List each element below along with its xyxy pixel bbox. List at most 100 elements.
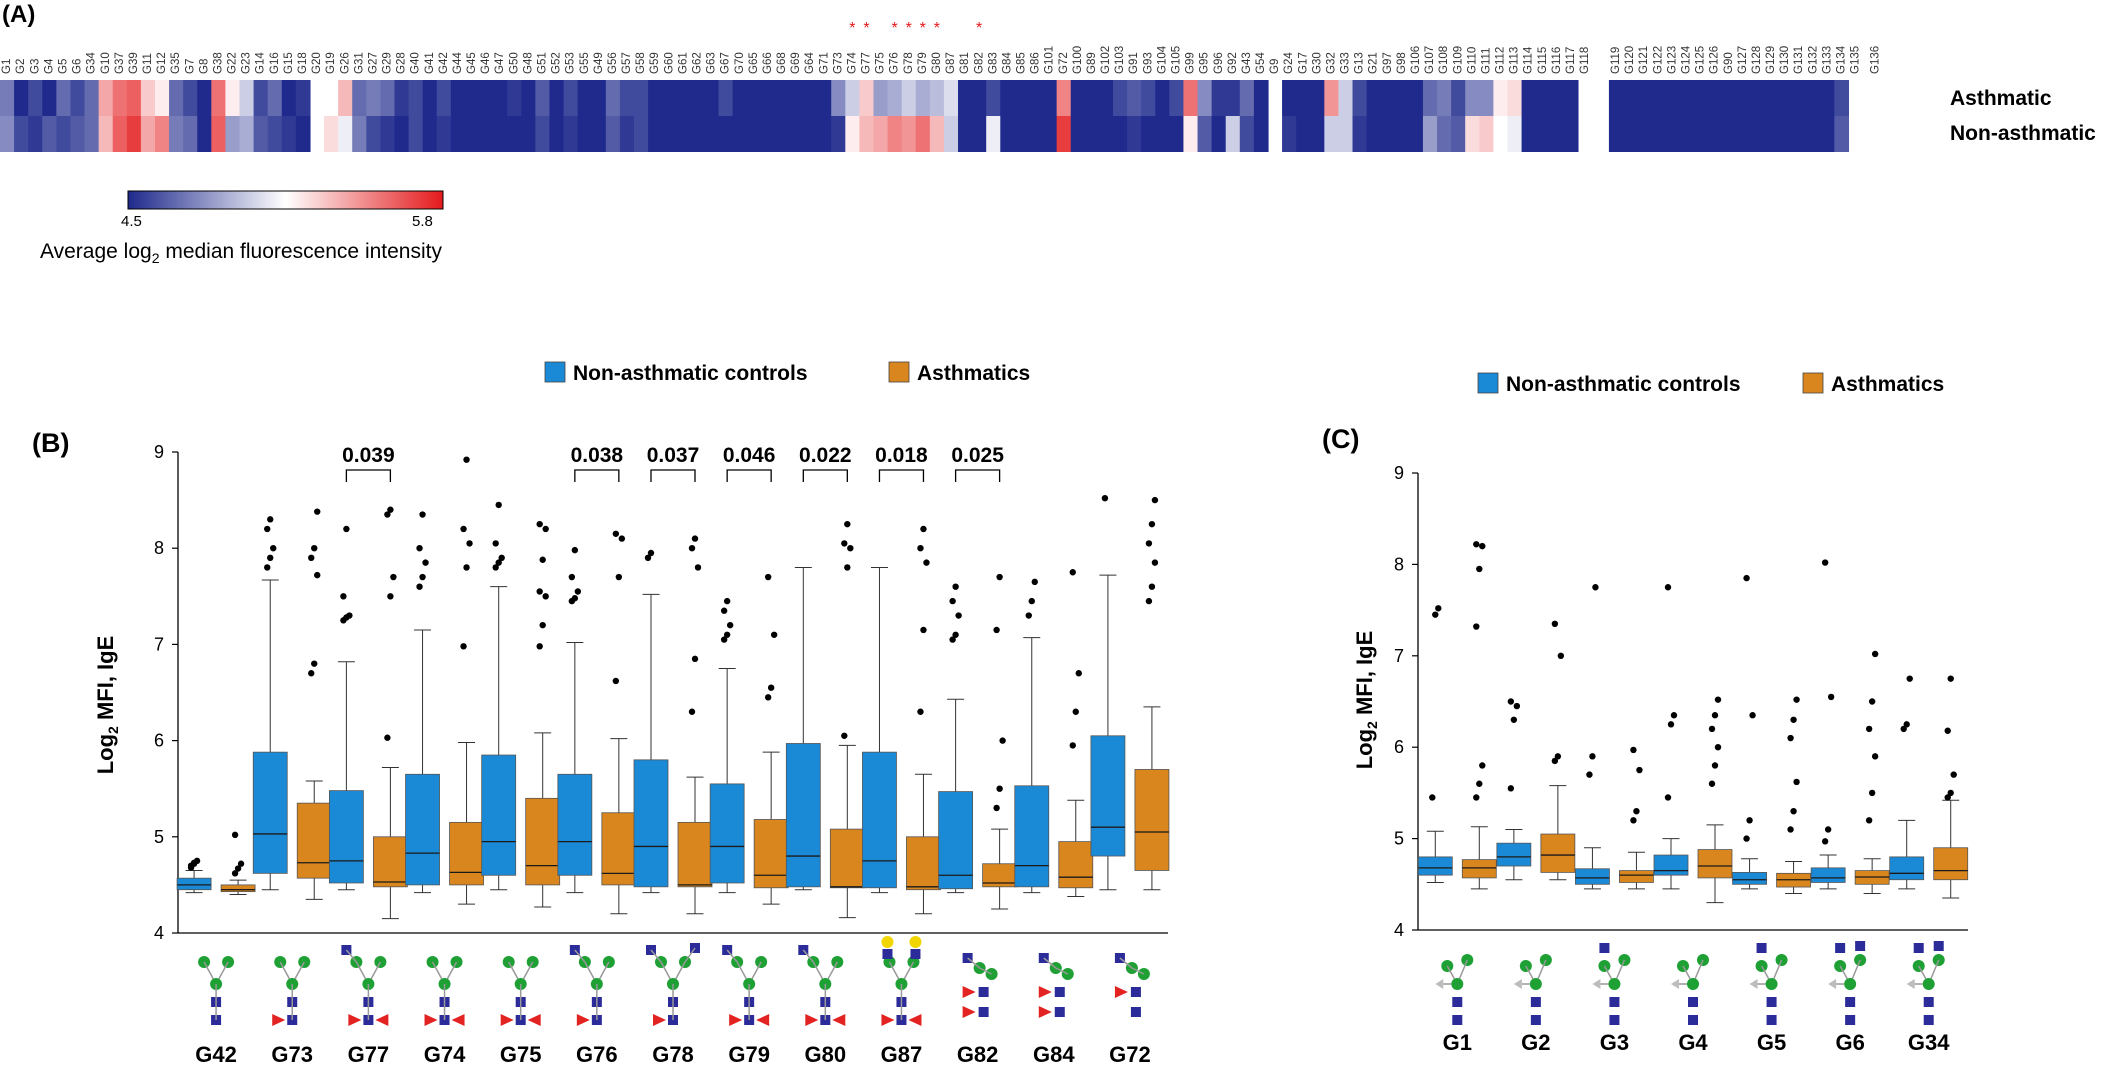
heatmap-cell: [718, 80, 734, 116]
glycan-structure-icon: [881, 936, 922, 1026]
heatmap-column-label: G91: [1128, 52, 1140, 74]
box-outlier-point: [190, 859, 198, 866]
heatmap-cell: [1352, 80, 1368, 116]
glycan-glcnac-square: [1609, 997, 1620, 1007]
heatmap-column-label: G18: [297, 52, 309, 74]
heatmap-column-label: G78: [903, 52, 915, 74]
heatmap-cell: [648, 116, 663, 152]
heatmap-cell: [817, 80, 832, 116]
plot-area-b: 4 5 6 7 8 9 G42 G73 G77 0.039 G74 G75 G76 0.038 G78 0.0…: [154, 442, 1170, 1067]
heatmap-column-label: G1: [1, 59, 13, 74]
heatmap-column-label: G132: [1807, 46, 1819, 74]
boxplot-panel-b: (B) Non-asthmatic controls Asthmatics Lo…: [32, 361, 1170, 1067]
colorbar-max-label: 5.8: [412, 213, 433, 230]
heatmap-cell: [690, 116, 706, 152]
heatmap-column-label: G69: [790, 52, 802, 74]
heatmap-cell: [1679, 116, 1695, 152]
heatmap-cell: [1225, 80, 1241, 116]
heatmap-cell: [1324, 116, 1340, 152]
heatmap-cell: [1763, 116, 1779, 152]
box-outlier-point: [1028, 597, 1035, 605]
heatmap-cell: [436, 116, 452, 152]
heatmap-cell: [986, 80, 1001, 116]
box-outlier-point: [1589, 753, 1596, 760]
glycan-fucose-triangle: [527, 1014, 541, 1026]
heatmap-cell: [1408, 80, 1424, 116]
heatmap-cell: [760, 80, 776, 116]
heatmap-column-label: G99: [1185, 52, 1197, 74]
box-outlier-point: [917, 545, 924, 552]
heatmap-column-label: G23: [241, 52, 253, 74]
box-outlier-point: [492, 564, 499, 571]
heatmap-column-label: G117: [1565, 47, 1577, 74]
category-label: G5: [1757, 1030, 1786, 1055]
legend-swatch-asthmatic: [888, 361, 910, 383]
box-outlier-point: [688, 708, 696, 715]
heatmap-cell: [1211, 116, 1227, 152]
box-outlier-point: [1670, 712, 1678, 719]
box-outlier-point: [463, 564, 470, 571]
box-iqr: [525, 797, 561, 886]
box-iqr: [1014, 785, 1050, 888]
box-outlier-point: [618, 535, 626, 542]
heatmap-cell: [690, 80, 706, 116]
legend-swatch-control: [544, 361, 566, 383]
box-outlier-point: [1473, 623, 1480, 630]
box-outlier-point: [1749, 712, 1756, 719]
y-tick-label: 4: [154, 923, 164, 943]
heatmap-cell: [986, 116, 1001, 152]
heatmap-cell: [211, 80, 227, 116]
heatmap-cell: [1366, 116, 1382, 152]
legend-c: Non-asthmatic controls Asthmatics: [1477, 372, 1944, 396]
glycan-structure-icon: [424, 956, 465, 1026]
glycan-glcnac-square: [978, 1007, 989, 1017]
heatmap-cell: [704, 116, 720, 152]
glycan-fucose-triangle: [1038, 1006, 1052, 1018]
heatmap-cell: [1183, 116, 1199, 152]
box-outlier-point: [571, 546, 579, 554]
glycan-fucose-triangle: [424, 1014, 438, 1026]
heatmap-cell: [521, 80, 536, 116]
glycan-linker-arrow: [1435, 979, 1444, 989]
legend-swatch-asthmatic: [1802, 372, 1824, 394]
heatmap-column-label: G131: [1793, 46, 1805, 74]
heatmap-cell: [1721, 116, 1737, 152]
heatmap-cell: [408, 80, 424, 116]
box-outlier-point: [536, 588, 543, 595]
box-outlier-point: [1793, 696, 1800, 703]
heatmap-cell: [183, 80, 198, 116]
heatmap-cell: [436, 80, 452, 116]
heatmap-column-label: G114: [1523, 46, 1535, 74]
glycan-structure-icon: [722, 945, 770, 1026]
heatmap-cell: [915, 116, 931, 152]
heatmap-column-label: G120: [1624, 46, 1636, 74]
heatmap-column-label: G39: [128, 52, 140, 74]
box-outlier-point: [1031, 578, 1038, 586]
box-outlier-point: [1944, 794, 1951, 801]
box-iqr: [677, 821, 713, 888]
heatmap-cell: [1239, 116, 1255, 152]
heatmap-column-label: G111: [1480, 48, 1492, 74]
heatmap-cell: [1211, 80, 1227, 116]
significance-bracket: [574, 469, 620, 482]
box-iqr: [709, 783, 745, 884]
box-outlier-point: [1790, 807, 1797, 815]
heatmap-cell: [394, 116, 410, 152]
heatmap-cell: [591, 80, 607, 116]
heatmap-cell: [1493, 80, 1509, 116]
heatmap-cell: [732, 116, 748, 152]
box-outlier-point: [1476, 565, 1483, 573]
significance-bracket: [345, 469, 392, 482]
heatmap-cell: [28, 116, 43, 152]
category-label: G1: [1443, 1030, 1472, 1055]
heatmap-cell: [1721, 80, 1737, 116]
category-label: G77: [348, 1042, 390, 1067]
glycan-mannose-circle: [1765, 978, 1778, 990]
glycan-structure-icon: [1592, 943, 1631, 1025]
box-outlier-point: [1429, 794, 1436, 801]
box-outlier-point: [571, 595, 579, 602]
heatmap-cell: [1338, 80, 1354, 116]
glycan-glcnac-square: [910, 949, 921, 959]
glycan-fucose-triangle: [272, 1014, 286, 1026]
glycan-fucose-triangle: [962, 986, 976, 998]
